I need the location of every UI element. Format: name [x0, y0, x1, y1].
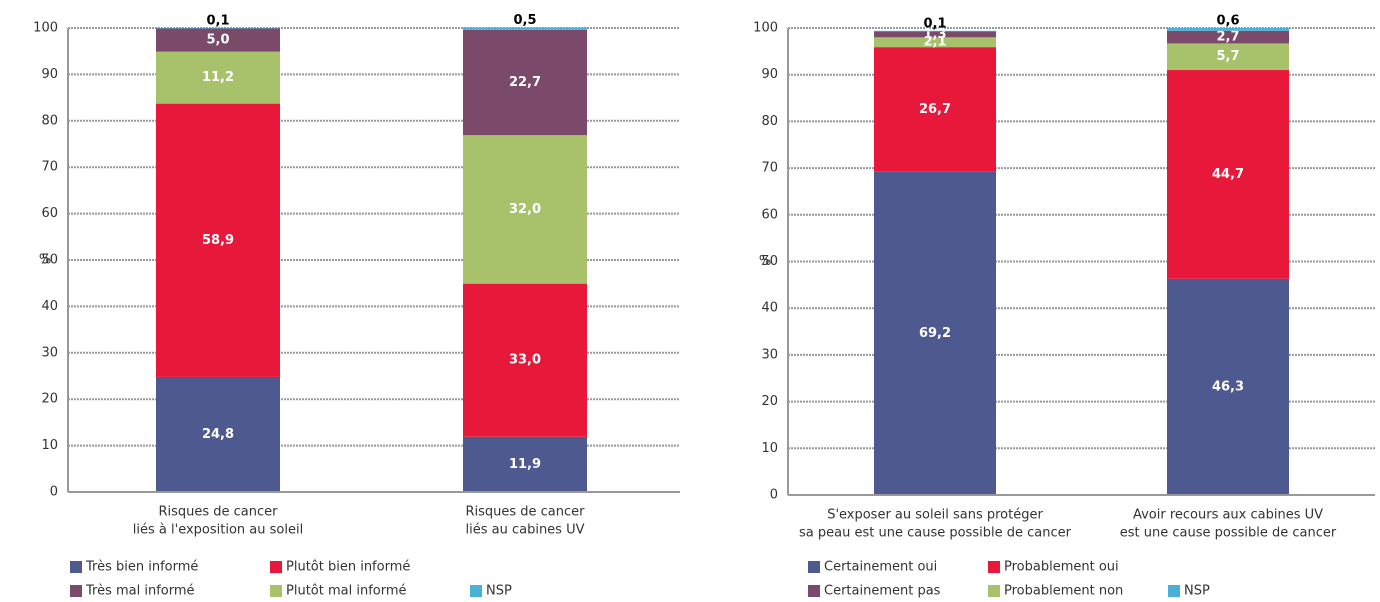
x-tick-label: S'exposer au soleil sans protéger	[827, 508, 1043, 523]
y-tick-label: 70	[41, 160, 58, 175]
value-label: 32,0	[509, 202, 541, 217]
bar-segment	[156, 28, 280, 52]
legend-label: Probablement oui	[1004, 560, 1119, 575]
x-tick-label: Risques de cancer	[158, 505, 278, 520]
bar-segment	[1167, 70, 1289, 279]
legend-label: Plutôt mal informé	[286, 584, 407, 599]
y-tick-label: 50	[41, 253, 58, 268]
legend-swatch	[270, 585, 282, 597]
x-tick-label: est une cause possible de cancer	[1120, 526, 1337, 541]
legend-label: Très bien informé	[85, 560, 198, 575]
y-tick-label: 60	[761, 207, 778, 222]
y-tick-label: 80	[41, 113, 58, 128]
value-label: 0,5	[513, 13, 536, 28]
y-tick-label: 100	[753, 21, 778, 36]
y-tick-label: 0	[770, 488, 778, 503]
y-tick-label: 40	[761, 301, 778, 316]
legend-swatch	[1168, 585, 1180, 597]
y-tick-label: 90	[41, 67, 58, 82]
legend-label: Plutôt bien informé	[286, 560, 410, 575]
value-label: 44,7	[1212, 167, 1244, 182]
bar-segment	[1167, 28, 1289, 31]
legend-swatch	[988, 585, 1000, 597]
bar-segment	[156, 51, 280, 104]
bar-segment	[156, 376, 280, 492]
bar-segment	[1167, 30, 1289, 44]
x-tick-label: sa peau est une cause possible de cancer	[799, 526, 1072, 541]
bar-segment	[874, 37, 996, 48]
value-label: 0,1	[206, 14, 229, 29]
legend-swatch	[270, 561, 282, 573]
x-tick-label: liés au cabines UV	[466, 523, 585, 538]
bar-segment	[156, 103, 280, 377]
y-axis-label: %	[759, 254, 771, 269]
y-tick-label: 10	[761, 441, 778, 456]
value-label: 58,9	[202, 233, 234, 248]
legend-swatch	[988, 561, 1000, 573]
bar-segment	[463, 283, 587, 437]
bar-segment	[1167, 43, 1289, 71]
legend-swatch	[70, 585, 82, 597]
value-label: 0,1	[923, 16, 946, 31]
legend-label: Certainement pas	[824, 584, 941, 599]
legend-swatch	[470, 585, 482, 597]
value-label: 0,6	[1216, 14, 1239, 29]
bar-segment	[874, 47, 996, 172]
value-label: 11,2	[202, 70, 234, 85]
y-tick-label: 80	[761, 114, 778, 129]
x-tick-label: Risques de cancer	[465, 505, 585, 520]
y-tick-label: 70	[761, 161, 778, 176]
y-tick-label: 30	[41, 345, 58, 360]
legend-swatch	[808, 585, 820, 597]
bar-segment	[874, 171, 996, 495]
value-label: 46,3	[1212, 379, 1244, 394]
y-tick-label: 0	[50, 485, 58, 500]
y-axis-label: %	[39, 253, 51, 268]
y-tick-label: 30	[761, 347, 778, 362]
value-label: 22,7	[509, 75, 541, 90]
value-label: 2,1	[923, 35, 946, 50]
x-tick-label: Avoir recours aux cabines UV	[1133, 508, 1323, 523]
y-tick-label: 40	[41, 299, 58, 314]
bar-segment	[463, 135, 587, 284]
legend-label: Probablement non	[1004, 584, 1123, 599]
bar-segment	[463, 29, 587, 136]
y-tick-label: 90	[761, 67, 778, 82]
y-tick-label: 50	[761, 254, 778, 269]
value-label: 69,2	[919, 326, 951, 341]
legend-swatch	[70, 561, 82, 573]
legend-label: Très mal informé	[85, 584, 195, 599]
y-tick-label: 100	[33, 21, 58, 36]
y-tick-label: 60	[41, 206, 58, 221]
value-label: 26,7	[919, 102, 951, 117]
value-label: 2,7	[1216, 30, 1239, 45]
bar-segment	[1167, 278, 1289, 495]
value-label: 5,0	[206, 33, 229, 48]
bar-segment	[874, 31, 996, 38]
value-label: 33,0	[509, 353, 541, 368]
y-tick-label: 20	[41, 392, 58, 407]
bar-segment	[463, 27, 587, 30]
value-label: 1,3	[923, 27, 946, 42]
y-tick-label: 10	[41, 438, 58, 453]
value-label: 24,8	[202, 427, 234, 442]
legend-label: NSP	[1184, 584, 1210, 599]
legend-label: Certainement oui	[824, 560, 937, 575]
x-tick-label: liés à l'exposition au soleil	[133, 523, 303, 538]
legend-swatch	[808, 561, 820, 573]
value-label: 5,7	[1216, 49, 1239, 64]
value-label: 11,9	[509, 457, 541, 472]
y-tick-label: 20	[761, 394, 778, 409]
bar-segment	[463, 436, 587, 492]
legend-label: NSP	[486, 584, 512, 599]
